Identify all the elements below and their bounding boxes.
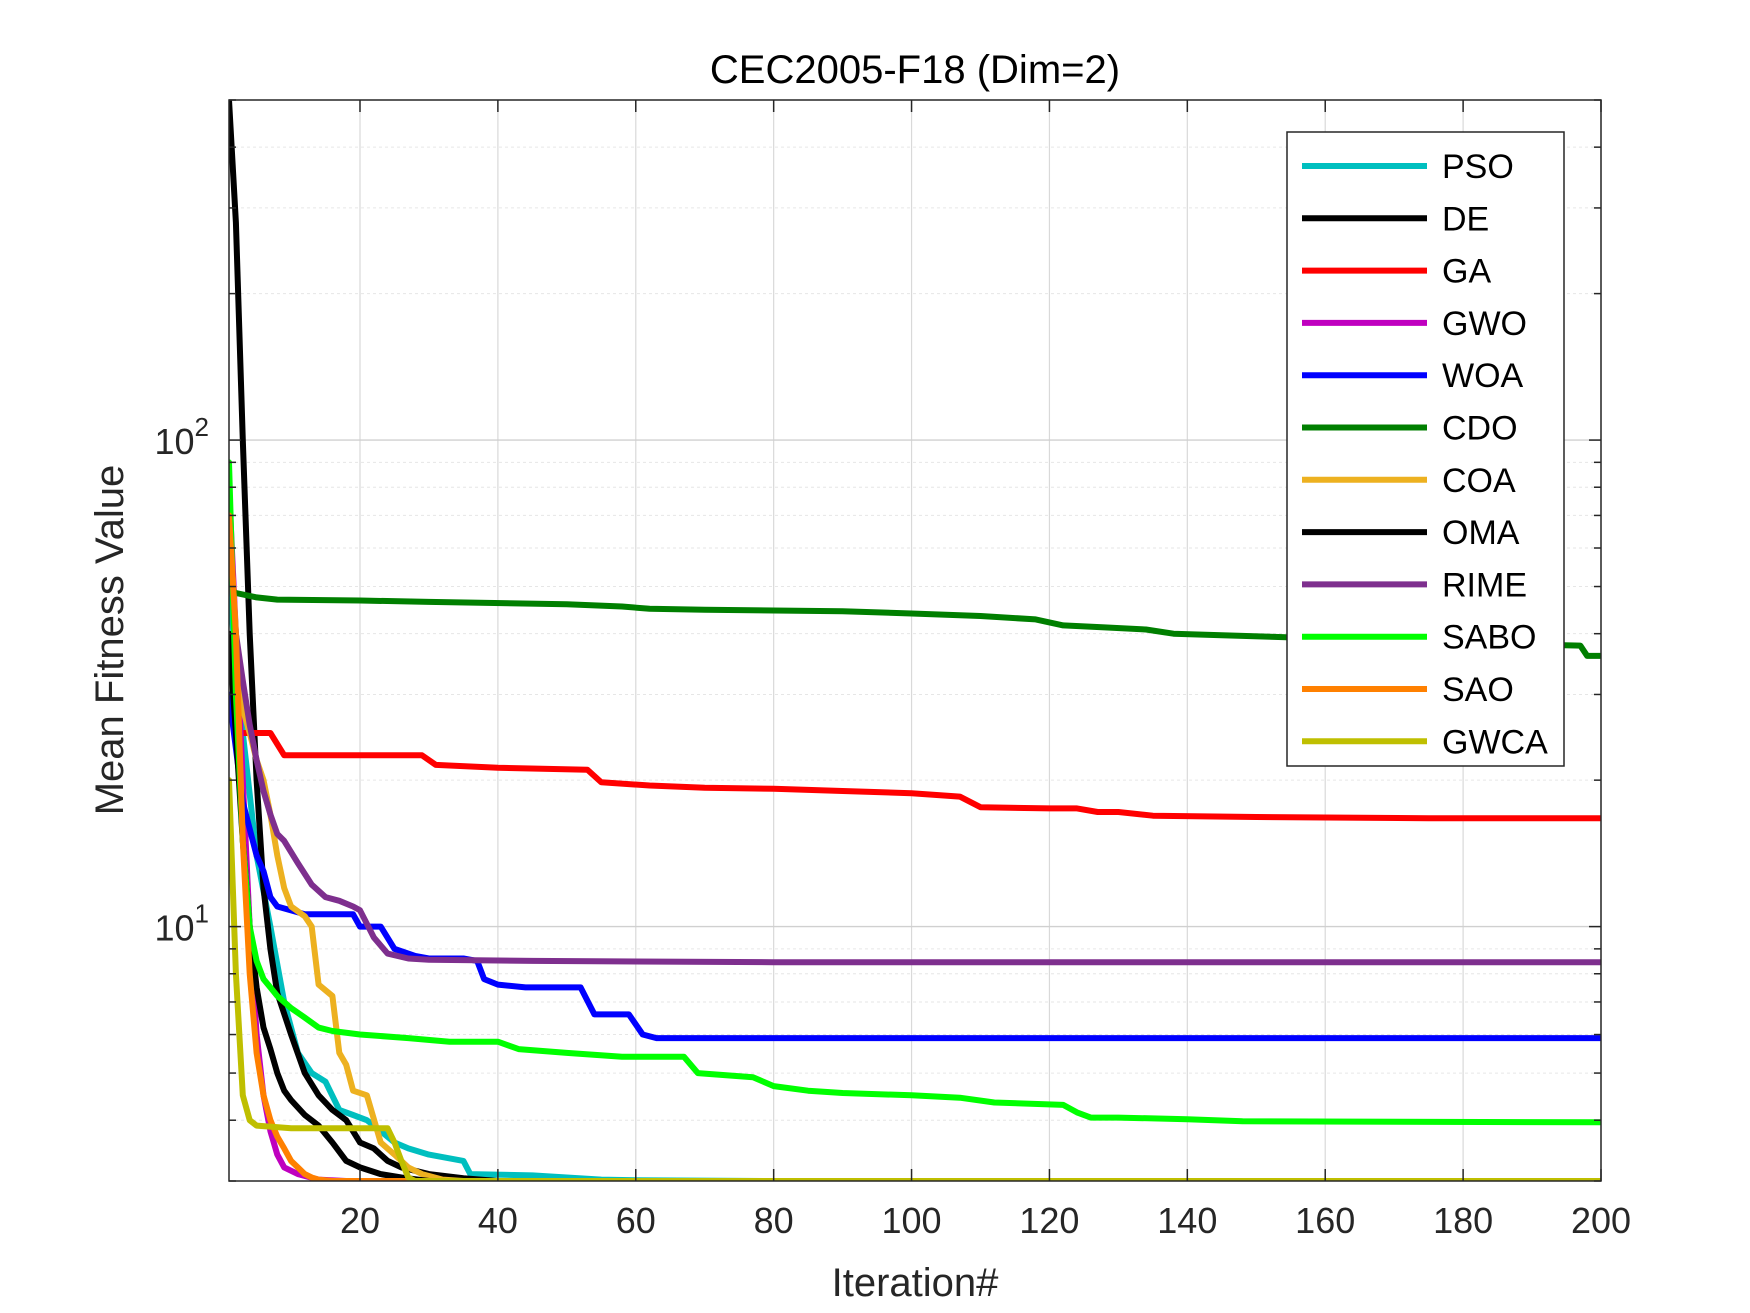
legend-label-sao: SAO: [1442, 671, 1514, 709]
legend-label-oma: OMA: [1442, 514, 1520, 552]
y-axis-label: Mean Fitness Value: [88, 465, 132, 816]
legend-label-sabo: SABO: [1442, 619, 1536, 657]
axes-box: [228, 99, 1602, 1182]
legend-label-gwo: GWO: [1442, 305, 1527, 343]
series-line-sao: [229, 512, 1601, 1181]
x-tick-label: 20: [340, 1200, 380, 1241]
series-line-rime: [229, 545, 1601, 966]
legend-label-pso: PSO: [1442, 148, 1514, 186]
y-tick-exponent: 1: [195, 899, 209, 929]
x-tick-label: 180: [1433, 1200, 1493, 1241]
series-line-ga: [229, 698, 1601, 822]
legend-box: [1286, 131, 1565, 767]
y-tick-label: 101: [154, 899, 209, 949]
x-tick-label: 60: [616, 1200, 656, 1241]
x-tick-label: 200: [1571, 1200, 1631, 1241]
legend-label-gwca: GWCA: [1442, 723, 1548, 761]
x-tick-label: 160: [1295, 1200, 1355, 1241]
chart-title: CEC2005-F18 (Dim=2): [710, 48, 1120, 92]
series-line-sabo: [229, 459, 1601, 1126]
x-tick-label: 100: [882, 1200, 942, 1241]
legend-label-coa: COA: [1442, 462, 1516, 500]
series-line-gwca: [229, 777, 1601, 1181]
y-tick-label: 102: [154, 412, 209, 462]
x-tick-label: 140: [1157, 1200, 1217, 1241]
legend-label-woa: WOA: [1442, 357, 1524, 395]
legend-label-ga: GA: [1442, 253, 1491, 291]
legend: PSO DE GA GWO WOA CDO COA OMA RIME SABO SAO GWCA: [1286, 131, 1565, 767]
x-tick-label: 40: [478, 1200, 518, 1241]
legend-label-cdo: CDO: [1442, 410, 1518, 448]
x-tick-label: 80: [754, 1200, 794, 1241]
legend-label-de: DE: [1442, 200, 1489, 238]
y-tick-base: 10: [154, 908, 194, 949]
legend-label-rime: RIME: [1442, 566, 1527, 604]
y-tick-base: 10: [154, 421, 194, 462]
x-tick-label: 120: [1019, 1200, 1079, 1241]
x-axis-label: Iteration#: [832, 1261, 1000, 1305]
y-tick-exponent: 2: [195, 412, 209, 442]
